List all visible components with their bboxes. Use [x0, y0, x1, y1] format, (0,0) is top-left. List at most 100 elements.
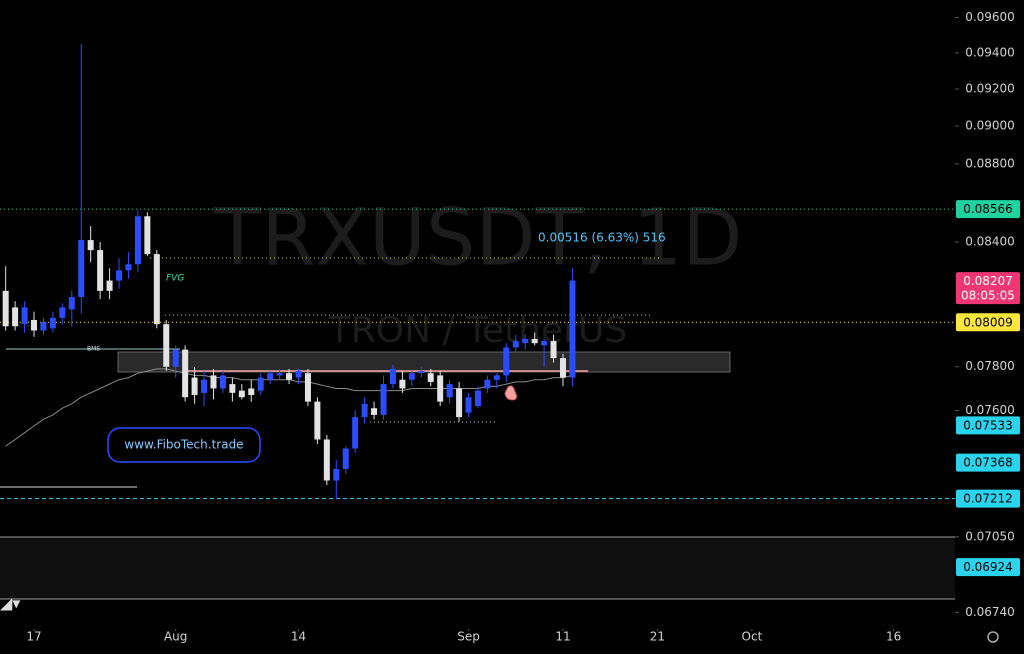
x-tick-label: 16 [886, 630, 901, 644]
candle-body [248, 388, 255, 396]
candle-body [550, 341, 557, 359]
candle-body [49, 317, 56, 329]
x-tick-label: 14 [291, 630, 306, 644]
candle-body [68, 297, 75, 310]
y-tick-label: 0.07600 [965, 403, 1015, 417]
price-label: 0.07212 [963, 492, 1013, 506]
candle-body [40, 322, 47, 331]
candle-body [134, 216, 141, 265]
candle-body [380, 384, 387, 415]
candle-body [399, 379, 406, 389]
candle-body [493, 375, 500, 380]
candle-body [342, 448, 349, 470]
candle-body [59, 307, 66, 318]
settings-icon[interactable] [987, 631, 999, 643]
candle-body [456, 388, 463, 418]
measure-label: 0.00516 (6.63%) 516 [538, 231, 666, 245]
candle-body [559, 358, 566, 378]
x-tick-label: 11 [555, 630, 570, 644]
x-tick-label: Sep [457, 630, 480, 644]
price-label-box [956, 313, 1020, 332]
candle-body [125, 264, 132, 271]
countdown-label: 08:05:05 [961, 289, 1015, 303]
candle-body [333, 469, 340, 481]
x-tick-label: Oct [742, 630, 763, 644]
candle-body [437, 375, 444, 402]
candle-body [201, 379, 208, 393]
price-label: 0.06924 [963, 560, 1013, 574]
candle-body [427, 373, 434, 382]
website-label: www.FiboTech.trade [124, 438, 243, 452]
price-label-box [956, 558, 1020, 577]
candle-body [238, 390, 245, 398]
candle-body [474, 390, 481, 407]
candle-body [31, 319, 38, 331]
x-tick-label: 21 [650, 630, 665, 644]
candle-body [163, 324, 170, 367]
candle-body [97, 250, 104, 291]
candle-body [78, 240, 85, 298]
candle-body [389, 368, 396, 385]
drawings: FVG BMS 0.00516 (6.63%) 516 www.FiboTech… [0, 231, 999, 643]
candle-body [219, 375, 226, 389]
logo: ◢▾ [0, 594, 20, 613]
candle-body [512, 341, 519, 348]
candle-body [371, 408, 378, 415]
price-label-box [956, 453, 1020, 472]
candle-body [172, 349, 179, 367]
y-tick-label: 0.07800 [965, 359, 1015, 373]
price-label: 0.08207 [963, 274, 1013, 288]
watermark-box [107, 427, 261, 463]
candle-body [484, 379, 491, 389]
y-tick-label: 0.09400 [965, 45, 1015, 59]
candle-body [144, 216, 151, 255]
hand-icon [504, 385, 517, 401]
candle-body [304, 373, 311, 402]
candle-body [267, 373, 274, 380]
candle-body [408, 373, 415, 380]
candle-body [210, 375, 217, 389]
watermark: TRXUSDT, 1D TRON / TetherUS [213, 193, 743, 351]
candle-body [503, 347, 510, 376]
candle-body [531, 338, 538, 344]
candle-body [229, 384, 236, 393]
y-tick-label: 0.09000 [965, 119, 1015, 133]
candle-body [182, 349, 189, 398]
candle-body [352, 417, 359, 449]
candle-body [522, 338, 529, 344]
symbol-watermark: TRXUSDT, 1D [213, 193, 743, 283]
x-tick-label: Aug [164, 630, 187, 644]
candle-body [257, 377, 264, 391]
y-tick-label: 0.07050 [965, 529, 1015, 543]
bms-label: BMS [87, 346, 100, 353]
candle-body [314, 401, 321, 440]
y-tick-label: 0.08400 [965, 235, 1015, 249]
y-tick-label: 0.09200 [965, 82, 1015, 96]
price-label: 0.08566 [963, 202, 1013, 216]
candle-body [541, 341, 548, 346]
candle-body [21, 307, 28, 325]
candle-body [323, 439, 330, 481]
y-tick-label: 0.09600 [965, 10, 1015, 24]
price-label: 0.07368 [963, 456, 1013, 470]
fvg-label: FVG [166, 274, 184, 284]
candle-body [106, 280, 113, 291]
candle-body [191, 377, 198, 396]
candle-body [12, 307, 19, 327]
candle-body [153, 254, 160, 325]
candle-body [116, 270, 123, 281]
candle-body [361, 403, 368, 418]
candle-body [465, 397, 472, 413]
candle-body [295, 371, 302, 378]
price-label-box [956, 489, 1020, 508]
candle-body [446, 384, 453, 398]
price-label: 0.08009 [963, 315, 1013, 329]
price-label: 0.07533 [963, 418, 1013, 432]
y-tick-label: 0.06740 [965, 605, 1015, 619]
candle-body [276, 373, 283, 376]
y-tick-label: 0.08800 [965, 156, 1015, 170]
candle-body [87, 240, 94, 251]
price-label-box [956, 200, 1020, 219]
zone-box [117, 351, 731, 373]
